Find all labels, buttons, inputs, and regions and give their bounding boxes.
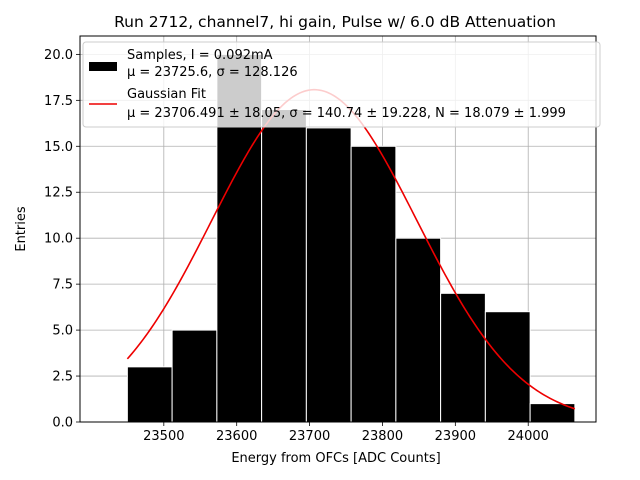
histogram-bars: [126, 53, 576, 423]
y-tick-label: 20.0: [44, 48, 73, 63]
histogram-bar: [305, 127, 352, 423]
x-tick-label: 23500: [143, 429, 184, 444]
x-axis-label: Energy from OFCs [ADC Counts]: [231, 451, 440, 466]
legend-samples-sigma: σ = 128.126: [216, 65, 297, 80]
y-axis-label: Entries: [14, 206, 29, 252]
legend-fit-mu: μ = 23706.491 ± 18.05,: [127, 106, 289, 121]
histogram-bar: [171, 329, 218, 423]
legend-fit-line1: Gaussian Fit: [127, 87, 206, 102]
histogram-bar: [350, 145, 397, 423]
legend-samples-mu: μ = 23725.6,: [127, 65, 216, 80]
legend-box: [82, 41, 601, 128]
y-tick-label: 12.5: [44, 186, 73, 201]
legend-samples-line2: μ = 23725.6, σ = 128.126: [127, 65, 298, 80]
histogram-bar: [440, 292, 486, 423]
histogram-bar: [395, 237, 442, 423]
x-tick-label: 23600: [216, 429, 257, 444]
chart-title: Run 2712, channel7, hi gain, Pulse w/ 6.…: [114, 13, 556, 31]
y-tick-label: 2.5: [52, 370, 73, 385]
y-axis-ticks: 0.0 2.5 5.0 7.5 10.0 12.5 15.0 17.5 20.0: [44, 48, 80, 431]
plot-frame: [79, 35, 597, 423]
legend-fit-line2: μ = 23706.491 ± 18.05, σ = 140.74 ± 19.2…: [127, 106, 566, 121]
x-axis-ticks: 23500 23600 23700 23800 23900 24000: [143, 422, 549, 444]
legend-fit-n: N = 18.079 ± 1.999: [435, 106, 566, 121]
x-tick-label: 23900: [435, 429, 476, 444]
y-tick-label: 0.0: [52, 416, 73, 431]
y-tick-label: 15.0: [44, 140, 73, 155]
y-tick-label: 10.0: [44, 232, 73, 247]
legend-fit-sigma: σ = 140.74 ± 19.228,: [289, 106, 435, 121]
x-tick-label: 23800: [362, 429, 403, 444]
y-tick-label: 7.5: [52, 278, 73, 293]
histogram-bar: [126, 366, 173, 423]
x-tick-label: 24000: [508, 429, 549, 444]
legend-samples-line1: Samples, I = 0.092mA: [127, 48, 273, 63]
y-tick-label: 17.5: [44, 94, 73, 109]
legend: Samples, I = 0.092mA μ = 23725.6, σ = 12…: [82, 41, 601, 128]
histogram-bar: [261, 109, 307, 423]
y-tick-label: 5.0: [52, 324, 73, 339]
x-tick-label: 23700: [289, 429, 330, 444]
legend-samples-swatch: [89, 62, 117, 71]
